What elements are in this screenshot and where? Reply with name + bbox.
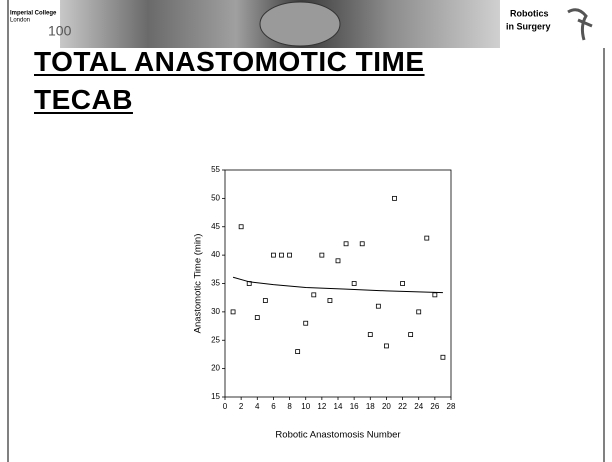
badge-bg xyxy=(500,0,612,48)
y-axis-label: Anastomotic Time (min) xyxy=(193,234,204,334)
data-point xyxy=(359,241,365,247)
data-point xyxy=(384,343,389,349)
data-point xyxy=(351,281,357,286)
badge-text: in Surgery xyxy=(506,21,551,31)
x-tick-label: 0 xyxy=(223,402,228,411)
y-tick-label: 50 xyxy=(211,193,220,202)
x-tick-label: 28 xyxy=(447,402,456,411)
data-point xyxy=(238,224,244,230)
data-point xyxy=(432,292,438,298)
banner-image xyxy=(259,1,341,47)
badge-icon xyxy=(567,8,593,41)
data-point xyxy=(230,309,236,315)
x-tick-label: 12 xyxy=(317,402,326,411)
data-point xyxy=(254,315,260,320)
x-tick-label: 14 xyxy=(334,402,343,411)
x-tick-label: 6 xyxy=(271,402,276,411)
x-tick-label: 8 xyxy=(287,402,292,411)
trend-line xyxy=(232,276,443,294)
y-tick-label: 45 xyxy=(211,222,220,231)
data-point xyxy=(303,320,309,326)
slide-title: TECAB xyxy=(34,84,133,115)
y-tick-label: 30 xyxy=(211,307,220,316)
data-point xyxy=(343,241,349,247)
data-point xyxy=(295,349,301,355)
x-tick-label: 10 xyxy=(301,402,310,411)
logo-text: Imperial College xyxy=(10,11,57,17)
plot-frame xyxy=(224,169,452,398)
data-point xyxy=(311,292,317,298)
y-tick-label: 15 xyxy=(211,392,220,401)
data-point xyxy=(279,252,284,258)
x-tick-label: 18 xyxy=(366,402,375,411)
data-point xyxy=(287,252,292,258)
x-tick-label: 20 xyxy=(382,402,391,411)
x-tick-label: 16 xyxy=(350,402,359,411)
y-tick-label: 55 xyxy=(211,165,220,174)
data-point xyxy=(335,258,341,264)
data-point xyxy=(327,298,333,303)
badge-text: Robotics xyxy=(510,8,549,18)
data-point xyxy=(271,252,276,258)
y-tick-label: 40 xyxy=(211,250,220,259)
data-point xyxy=(392,195,397,201)
slide-title: TOTAL ANASTOMOTIC TIME xyxy=(34,46,425,77)
data-point xyxy=(400,281,405,286)
x-tick-label: 4 xyxy=(255,402,260,411)
x-axis-label: Robotic Anastomosis Number xyxy=(275,430,400,441)
data-point xyxy=(262,298,268,303)
x-tick-label: 24 xyxy=(414,402,423,411)
x-tick-label: 2 xyxy=(239,402,244,411)
data-point xyxy=(416,309,422,315)
x-tick-label: 22 xyxy=(398,402,407,411)
data-point xyxy=(319,252,325,258)
data-point xyxy=(367,332,373,337)
y-tick-label: 20 xyxy=(211,364,220,373)
data-point xyxy=(408,332,414,337)
data-point xyxy=(440,354,446,360)
logo-text: London xyxy=(10,18,30,24)
logo-number: 100 xyxy=(48,23,72,39)
data-point xyxy=(375,303,381,309)
y-tick-label: 35 xyxy=(211,279,220,288)
y-tick-label: 25 xyxy=(211,335,220,344)
x-tick-label: 26 xyxy=(430,402,439,411)
data-point xyxy=(424,235,430,241)
